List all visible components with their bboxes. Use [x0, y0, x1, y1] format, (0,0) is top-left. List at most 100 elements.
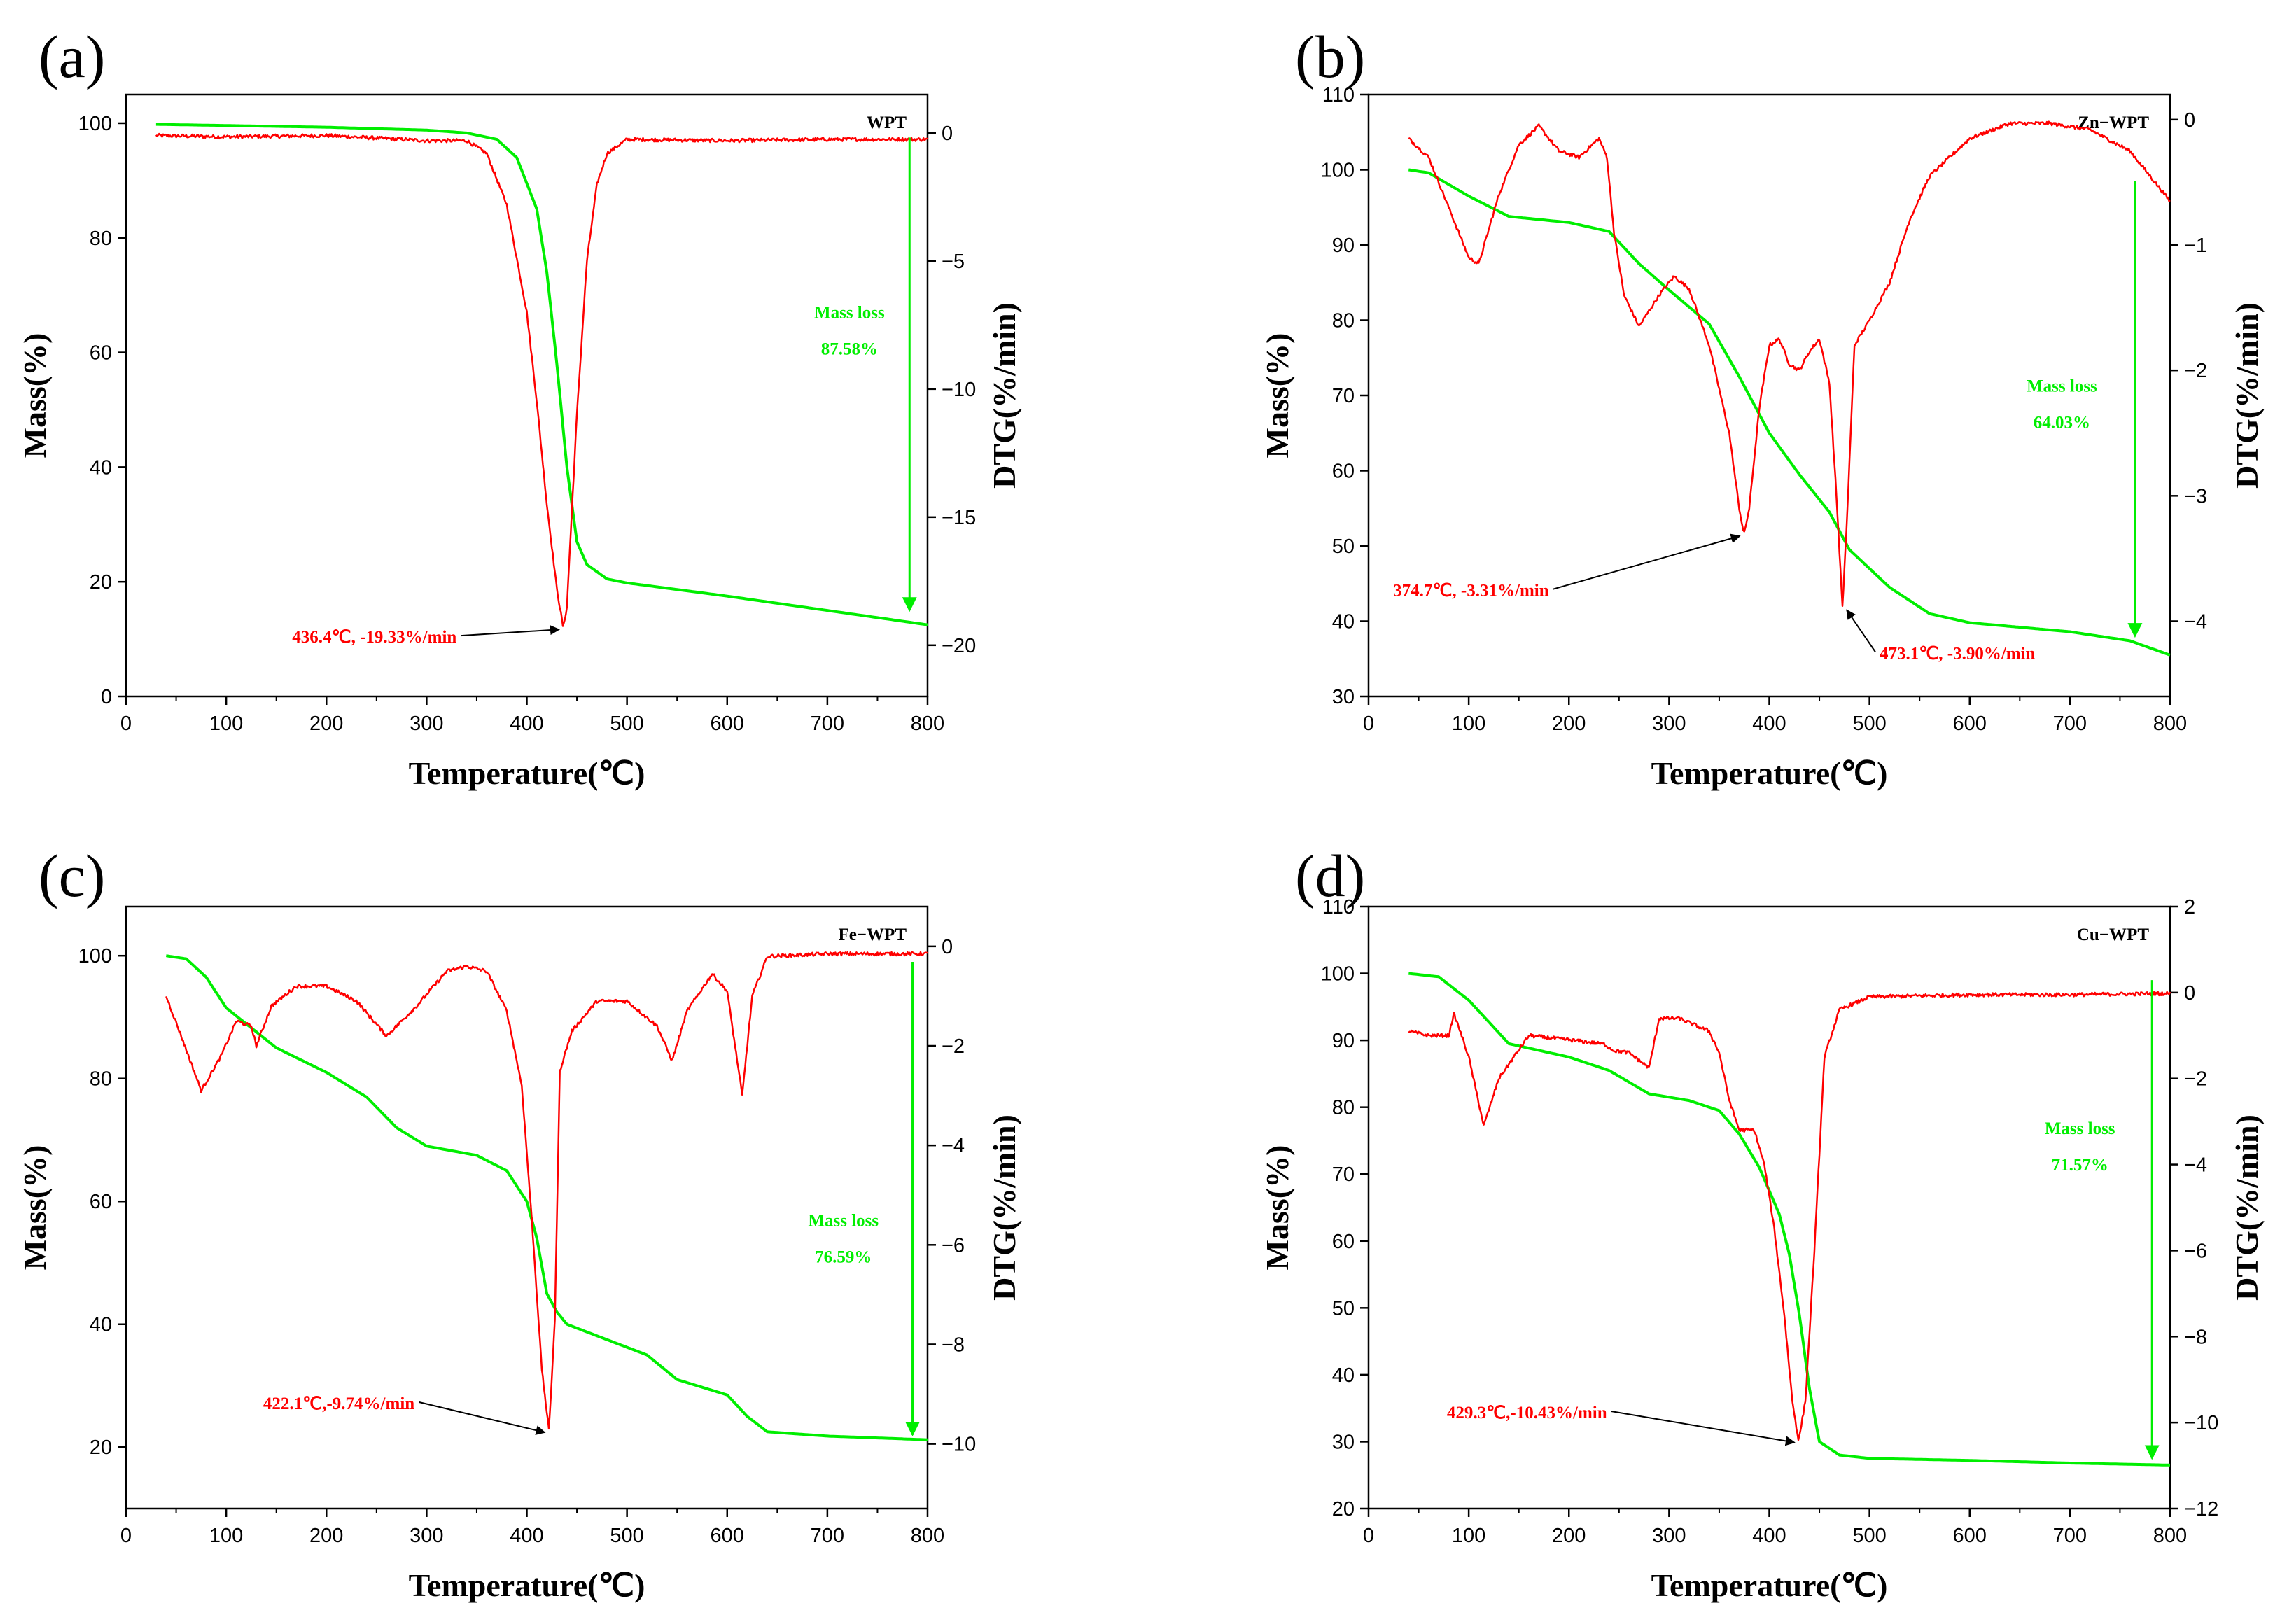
panel-label: (d) — [1295, 842, 1365, 909]
y-tick-label: 90 — [1332, 234, 1355, 257]
tg-series-line — [166, 954, 928, 1441]
y-tick-label: 100 — [1321, 160, 1355, 182]
x-tick-label: 0 — [120, 713, 132, 735]
x-tick-label: 400 — [1752, 713, 1786, 735]
x-tick-label: 200 — [309, 1525, 343, 1547]
dtg-series-line — [155, 132, 928, 627]
y2-tick-label: −10 — [942, 379, 976, 401]
y2-tick-label: −2 — [2184, 1068, 2207, 1091]
x-tick-label: 600 — [711, 713, 744, 735]
y2-tick-label: 0 — [942, 122, 953, 145]
x-tick-label: 800 — [911, 1525, 944, 1547]
x-tick-label: 0 — [1363, 1525, 1374, 1547]
mass-loss-value: 87.58% — [821, 340, 878, 358]
panel-label: (c) — [39, 842, 105, 909]
panel-label: (b) — [1295, 23, 1365, 90]
peak-arrow — [418, 1401, 546, 1435]
y-tick-label: 20 — [1332, 1498, 1355, 1520]
x-tick-label: 100 — [209, 1525, 243, 1547]
peak-arrow — [1611, 1410, 1796, 1446]
x-tick-label: 100 — [209, 713, 243, 735]
dtg-series-line — [1408, 120, 2171, 608]
y-tick-label: 100 — [78, 113, 112, 135]
x-tick-label: 700 — [811, 713, 844, 735]
peak-arrow — [461, 625, 560, 637]
y-tick-label: 80 — [90, 1068, 112, 1091]
chart-0: (a) 0 100 200 300 400 500 600 700 800 0 20 40 60 80 100… — [17, 23, 1022, 791]
x-tick-label: 700 — [2053, 1525, 2087, 1547]
y2-tick-label: −10 — [942, 1434, 976, 1456]
x-tick-label: 700 — [811, 1525, 844, 1547]
y2-tick-label: −3 — [2184, 485, 2207, 507]
y-tick-label: 110 — [1322, 84, 1355, 106]
y-axis-title: Mass(%) — [1259, 1145, 1295, 1270]
x-tick-label: 0 — [1363, 713, 1374, 735]
plot-frame — [125, 905, 929, 1510]
x-tick-label: 800 — [911, 713, 944, 735]
mass-loss-label: Mass loss — [808, 1211, 879, 1230]
y-tick-label: 70 — [1332, 385, 1355, 407]
y-axis-title: Mass(%) — [17, 1145, 53, 1270]
chart-1: (b)0 100 200 300 400 500 600 700 800304050607080… — [1259, 23, 2265, 791]
y2-tick-label: −2 — [942, 1035, 965, 1058]
x-tick-label: 400 — [510, 713, 543, 735]
y2-axis-title: DTG(%/min) — [2229, 302, 2265, 489]
y2-axis-title: DTG(%/min) — [2229, 1114, 2265, 1301]
y-tick-label: 20 — [90, 571, 112, 594]
peak-label: 422.1℃,-9.74%/min — [263, 1394, 414, 1413]
y-axis-title: Mass(%) — [1259, 333, 1295, 458]
y2-tick-label: −5 — [942, 251, 965, 273]
x-tick-label: 800 — [2153, 713, 2187, 735]
y-tick-label: 40 — [90, 1314, 112, 1336]
mass-loss-value: 76.59% — [815, 1247, 872, 1266]
peak-label: 436.4℃, -19.33%/min — [292, 628, 456, 647]
tg-series-line — [1408, 972, 2171, 1466]
y2-tick-label: −8 — [942, 1334, 965, 1356]
chart-2: (c) 0 100 200 300 400 500 600 700 800 20 40 60 80 100 0… — [17, 842, 1022, 1603]
y-tick-label: 100 — [78, 945, 112, 967]
y-tick-label: 110 — [1322, 896, 1355, 918]
x-tick-label: 400 — [510, 1525, 543, 1547]
peak-arrow — [1553, 533, 1741, 590]
x-tick-label: 700 — [2053, 713, 2087, 735]
x-tick-label: 100 — [1452, 1525, 1485, 1547]
x-tick-label: 400 — [1752, 1525, 1786, 1547]
peak-arrow — [1846, 609, 1876, 652]
y-tick-label: 40 — [1332, 1364, 1355, 1387]
x-tick-label: 500 — [610, 1525, 643, 1547]
y2-tick-label: −15 — [942, 507, 976, 529]
x-tick-label: 600 — [1953, 713, 1987, 735]
sample-title: Cu−WPT — [2077, 925, 2149, 944]
y-tick-label: 50 — [1332, 536, 1355, 558]
y2-tick-label: −4 — [2184, 1154, 2207, 1177]
peak-label: 374.7℃, -3.31%/min — [1393, 582, 1549, 601]
mass-loss-label: Mass loss — [2027, 377, 2097, 396]
dtg-series-line — [1408, 990, 2171, 1441]
mass-loss-label: Mass loss — [814, 303, 885, 322]
x-tick-label: 200 — [1552, 713, 1586, 735]
y-tick-label: 0 — [101, 686, 112, 708]
y2-tick-label: 0 — [2184, 982, 2195, 1004]
mass-loss-label: Mass loss — [2045, 1119, 2115, 1138]
y2-tick-label: −6 — [2184, 1240, 2207, 1262]
y-tick-label: 40 — [90, 456, 112, 479]
x-tick-label: 300 — [1652, 713, 1686, 735]
y-tick-label: 90 — [1332, 1030, 1355, 1052]
y2-tick-label: −4 — [2184, 611, 2207, 634]
sample-title: Fe−WPT — [838, 925, 907, 944]
peak-label: 429.3℃,-10.43%/min — [1447, 1404, 1607, 1422]
y-tick-label: 60 — [1332, 461, 1355, 483]
y-tick-label: 60 — [90, 342, 112, 365]
x-tick-label: 300 — [1652, 1525, 1686, 1547]
x-tick-label: 500 — [610, 713, 643, 735]
y2-tick-label: −1 — [2184, 234, 2207, 257]
y-tick-label: 60 — [1332, 1231, 1355, 1253]
x-tick-label: 300 — [410, 1525, 443, 1547]
sample-title: WPT — [867, 113, 907, 132]
mass-loss-value: 71.57% — [2052, 1156, 2108, 1175]
y2-axis-title: DTG(%/min) — [986, 1114, 1022, 1301]
y-tick-label: 60 — [90, 1191, 112, 1213]
y2-tick-label: −20 — [942, 635, 976, 657]
x-axis-title: Temperature(℃) — [409, 1567, 645, 1603]
